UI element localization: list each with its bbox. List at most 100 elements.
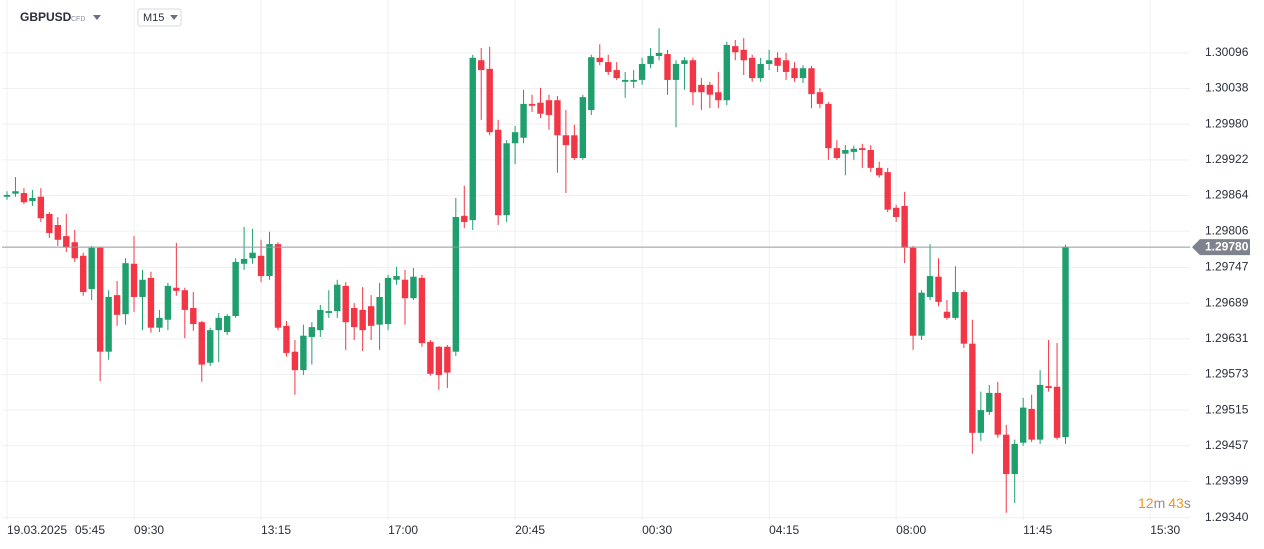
symbol[interactable]: GBPUSD bbox=[20, 10, 72, 24]
candle-body bbox=[198, 322, 205, 365]
candle-body bbox=[96, 247, 104, 352]
candle-body bbox=[630, 79, 637, 82]
candle-body bbox=[139, 279, 146, 297]
candle-body bbox=[1003, 434, 1010, 475]
candle-body bbox=[376, 296, 383, 325]
candle-body bbox=[638, 63, 646, 80]
candle-body bbox=[799, 68, 807, 79]
candle-body bbox=[664, 54, 671, 80]
interval-dropdown[interactable] bbox=[170, 15, 178, 20]
interval[interactable]: M15 bbox=[143, 12, 164, 24]
candle-body bbox=[732, 46, 739, 53]
candle-body bbox=[325, 311, 332, 313]
candle-body bbox=[37, 196, 45, 219]
candle-body bbox=[478, 60, 485, 71]
candle-body bbox=[164, 285, 172, 320]
grid: 1.30096 1.30038 1.29980 1.29922 1.29864 1.298… bbox=[2, 0, 1249, 537]
y-tick-label: 1.29631 bbox=[1205, 331, 1249, 345]
x-tick-label: 20:45 bbox=[515, 523, 545, 537]
y-tick-label: 1.29689 bbox=[1205, 295, 1249, 309]
candle-body bbox=[342, 285, 349, 323]
x-tick-label: 13:15 bbox=[261, 523, 291, 537]
y-tick-label: 1.29864 bbox=[1205, 188, 1249, 202]
candle-body bbox=[621, 79, 629, 82]
y-tick-label: 1.29980 bbox=[1205, 116, 1249, 130]
candle-body bbox=[410, 276, 417, 299]
candle-body bbox=[359, 309, 366, 331]
candle-body bbox=[173, 287, 180, 291]
candle-body bbox=[926, 276, 934, 297]
interval-button[interactable] bbox=[137, 8, 182, 27]
candle-body bbox=[1062, 247, 1069, 438]
candle-body bbox=[867, 150, 874, 168]
symbol-dropdown[interactable] bbox=[93, 15, 101, 20]
last-price-tag bbox=[1192, 239, 1250, 256]
candle-body bbox=[20, 193, 28, 203]
candle-body bbox=[71, 242, 78, 259]
candle-body bbox=[283, 325, 290, 353]
x-tick-label: 17:00 bbox=[388, 523, 418, 537]
candle-body bbox=[1045, 386, 1052, 388]
candle-body bbox=[960, 292, 968, 344]
candle-body bbox=[1019, 407, 1027, 443]
candle-body bbox=[486, 68, 493, 133]
y-tick-label: 1.30038 bbox=[1205, 81, 1249, 95]
candle-body bbox=[605, 62, 612, 72]
candle-body bbox=[122, 263, 129, 315]
candle-body bbox=[952, 292, 959, 318]
y-tick-label: 1.29806 bbox=[1205, 223, 1249, 237]
candle-body bbox=[765, 60, 773, 64]
x-tick-label: 11:45 bbox=[1023, 523, 1052, 537]
candle-body bbox=[986, 392, 993, 412]
candle-body bbox=[554, 100, 561, 136]
countdown: 12m 43s bbox=[1138, 495, 1191, 511]
candle-body bbox=[105, 296, 112, 352]
candle-body bbox=[494, 129, 502, 216]
candle-body bbox=[884, 172, 891, 210]
y-tick-label: 1.29573 bbox=[1205, 367, 1249, 381]
y-tick-label: 1.29399 bbox=[1205, 474, 1249, 488]
candle-body bbox=[418, 277, 426, 344]
candle-body bbox=[774, 57, 781, 66]
candle-body bbox=[300, 335, 307, 371]
candle-body bbox=[994, 392, 1001, 435]
candle-body bbox=[842, 150, 849, 154]
candle-body bbox=[181, 290, 189, 310]
candle-body bbox=[782, 60, 790, 72]
candle-body bbox=[215, 317, 222, 331]
candle-body bbox=[977, 410, 985, 433]
candle-body bbox=[393, 276, 400, 280]
candle-body bbox=[334, 284, 341, 312]
candle-body bbox=[562, 135, 570, 146]
candle-body bbox=[613, 70, 620, 79]
candles bbox=[3, 28, 1069, 513]
countdown-seconds: 43 bbox=[1168, 495, 1184, 511]
y-tick-label: 1.30096 bbox=[1205, 45, 1249, 59]
candle-body bbox=[969, 343, 976, 433]
date-label: 19.03.2025 bbox=[7, 523, 67, 537]
candle-body bbox=[579, 97, 587, 159]
candle-body bbox=[748, 57, 756, 79]
candle-body bbox=[384, 277, 392, 325]
candle-body bbox=[461, 215, 468, 222]
candle-body bbox=[859, 148, 866, 151]
candle-body bbox=[207, 330, 214, 363]
y-tick-label: 1.29922 bbox=[1205, 152, 1249, 166]
candle-body bbox=[266, 244, 273, 277]
candle-body bbox=[1028, 408, 1035, 440]
candle-body bbox=[427, 341, 434, 374]
overlay: 1.29780 bbox=[2, 239, 1250, 256]
x-tick-label: 09:30 bbox=[134, 523, 164, 537]
candle-body bbox=[816, 92, 824, 104]
candle-body bbox=[46, 213, 53, 234]
candle-body bbox=[469, 57, 476, 221]
candle-body bbox=[723, 44, 730, 101]
x-tick-label: 04:15 bbox=[769, 523, 799, 537]
candle-body bbox=[54, 225, 62, 240]
candle-body bbox=[257, 255, 265, 277]
candle-body bbox=[740, 49, 747, 61]
candle-body bbox=[367, 306, 375, 326]
candle-body bbox=[715, 92, 722, 101]
candle-body bbox=[706, 84, 714, 95]
candle-body bbox=[909, 247, 917, 336]
